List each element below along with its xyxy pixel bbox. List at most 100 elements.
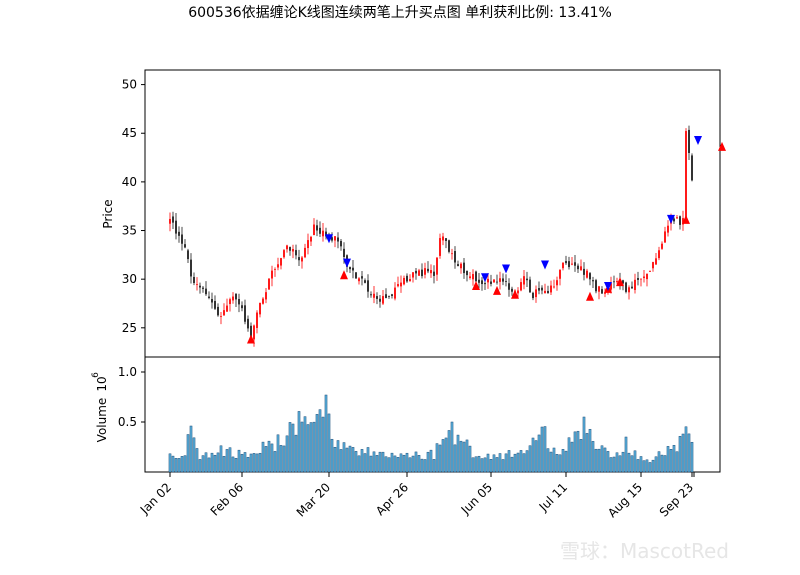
- candle-body: [460, 263, 462, 269]
- candle-body: [610, 283, 612, 290]
- buy-signal-marker: [511, 289, 519, 299]
- candle-body: [265, 292, 267, 300]
- volume-bar: [264, 446, 268, 473]
- candle-body: [289, 247, 291, 251]
- volume-bar: [189, 425, 193, 473]
- volume-bar: [477, 455, 481, 473]
- volume-bar: [234, 457, 238, 473]
- candle-body: [313, 224, 315, 236]
- volume-bar: [651, 459, 655, 473]
- candle-body: [583, 268, 585, 275]
- candle-body: [586, 270, 588, 278]
- volume-bar: [654, 456, 658, 473]
- candle-body: [643, 276, 645, 279]
- volume-bar: [441, 439, 445, 473]
- candle-body: [559, 269, 561, 279]
- candle-body: [688, 129, 690, 153]
- candle-body: [589, 273, 591, 280]
- volume-bar: [237, 449, 241, 473]
- volume-bar: [168, 453, 172, 473]
- candle-body: [181, 234, 183, 244]
- candle-body: [550, 285, 552, 293]
- volume-bar: [642, 460, 646, 473]
- volume-bar: [249, 453, 253, 473]
- candle-body: [664, 231, 666, 243]
- candle-body: [271, 270, 273, 279]
- volume-bar: [558, 454, 562, 473]
- candle-body: [430, 270, 432, 274]
- volume-bar: [645, 459, 649, 473]
- candle-body: [367, 280, 369, 292]
- candle-body: [505, 281, 507, 283]
- price-y-tick-label: 50: [122, 78, 137, 92]
- candle-body: [562, 262, 564, 269]
- candle-body: [601, 289, 603, 294]
- candle-body: [541, 287, 543, 291]
- candle-body: [361, 276, 363, 279]
- candle-body: [331, 237, 333, 241]
- candle-body: [511, 288, 513, 292]
- volume-bar: [522, 453, 526, 473]
- volume-bar: [309, 422, 313, 473]
- volume-bar: [288, 422, 292, 473]
- price-y-tick-label: 40: [122, 175, 137, 189]
- volume-bar: [573, 431, 577, 473]
- volume-bar: [306, 424, 310, 473]
- candle-body: [235, 293, 237, 300]
- candle-body: [385, 294, 387, 298]
- trade-signals: [247, 136, 726, 344]
- volume-bar: [183, 455, 187, 473]
- volume-bar: [390, 452, 394, 473]
- volume-bar: [186, 434, 190, 473]
- volume-bar: [201, 455, 205, 473]
- volume-bar: [303, 416, 307, 473]
- volume-bar: [318, 409, 322, 473]
- candle-body: [502, 278, 504, 282]
- candle-body: [283, 250, 285, 258]
- volume-bar: [603, 447, 607, 473]
- volume-bar: [405, 452, 409, 473]
- volume-bar: [504, 453, 508, 473]
- candle-body: [223, 310, 225, 316]
- candle-body: [556, 280, 558, 286]
- candle-body: [448, 240, 450, 252]
- volume-bar: [540, 426, 544, 473]
- volume-bar: [513, 453, 517, 473]
- volume-bar: [555, 454, 559, 473]
- candle-body: [253, 325, 255, 340]
- volume-bar: [267, 440, 271, 473]
- candle-body: [463, 262, 465, 274]
- candle-body: [433, 271, 435, 276]
- candle-body: [319, 227, 321, 234]
- volume-bar: [495, 457, 499, 473]
- candle-body: [304, 247, 306, 258]
- candle-body: [391, 294, 393, 296]
- candle-body: [613, 281, 615, 283]
- candle-body: [220, 316, 222, 317]
- price-y-axis-label: Price: [101, 199, 115, 228]
- candle-body: [595, 280, 597, 292]
- volume-bar: [231, 456, 235, 473]
- volume-bar: [501, 459, 505, 473]
- volume-y-tick-label: 0.5: [118, 415, 137, 429]
- volume-bar: [561, 449, 565, 473]
- candle-body: [598, 286, 600, 292]
- volume-bar: [216, 452, 220, 473]
- volume-bar: [672, 445, 676, 473]
- volume-bar: [171, 455, 175, 473]
- candle-body: [574, 262, 576, 266]
- volume-bar: [447, 430, 451, 473]
- volume-bar: [354, 451, 358, 473]
- volume-bar: [624, 436, 628, 473]
- volume-bar: [591, 441, 595, 473]
- candle-body: [259, 302, 261, 315]
- candle-body: [604, 292, 606, 294]
- candle-body: [382, 296, 384, 304]
- candle-body: [412, 272, 414, 278]
- candle-body: [415, 270, 417, 274]
- candle-body: [217, 306, 219, 316]
- volume-bar: [546, 448, 550, 473]
- candle-body: [685, 131, 687, 219]
- volume-bar: [333, 446, 337, 473]
